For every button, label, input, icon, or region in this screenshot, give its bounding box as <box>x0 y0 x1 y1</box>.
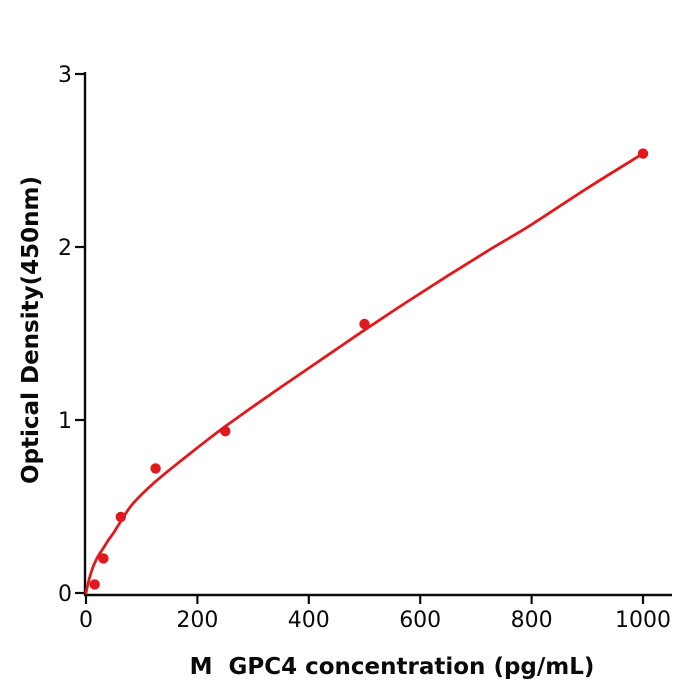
x-tick-label: 200 <box>176 608 218 633</box>
data-point <box>115 511 127 523</box>
x-tick-label: 1000 <box>615 608 671 633</box>
x-tick-label: 0 <box>79 608 93 633</box>
axis-spines <box>83 72 672 597</box>
y-tick-label: 1 <box>58 409 72 434</box>
x-tick-label: 800 <box>511 608 553 633</box>
data-point <box>220 426 231 437</box>
data-point <box>637 148 649 159</box>
data-points <box>89 148 649 590</box>
axis-ticks <box>75 72 645 604</box>
x-tick-label: 600 <box>399 608 441 633</box>
y-tick-label: 0 <box>58 582 72 607</box>
y-tick-label: 3 <box>58 63 72 88</box>
data-point <box>150 463 161 474</box>
fit-curve-path <box>84 152 645 595</box>
data-point <box>89 579 100 590</box>
y-axis-label: Optical Density(450nm) <box>18 176 44 484</box>
x-tick-label: 400 <box>288 608 330 633</box>
data-point <box>98 553 109 564</box>
y-tick-label: 2 <box>58 236 72 261</box>
x-axis-label: M GPC4 concentration (pg/mL) <box>190 654 595 680</box>
tick-labels: 0 200 400 600 800 1000 0 1 2 3 <box>58 63 671 633</box>
data-point <box>359 318 370 330</box>
fit-curve <box>84 152 645 595</box>
